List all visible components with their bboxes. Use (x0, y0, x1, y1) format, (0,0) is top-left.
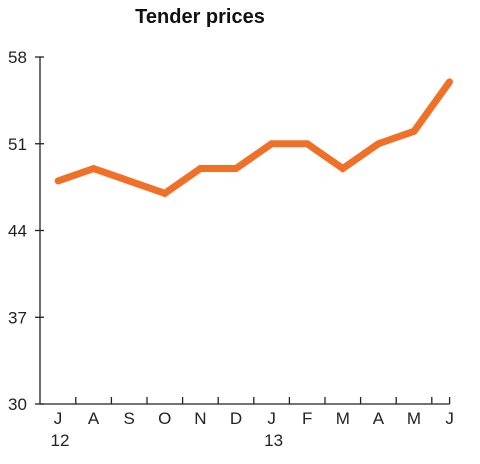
data-point (197, 165, 204, 172)
y-tick-label: 51 (8, 135, 27, 154)
x-tick-label: O (158, 409, 171, 428)
series-line (56, 79, 453, 198)
data-point (410, 127, 418, 135)
series-group (54, 78, 453, 198)
data-point (446, 78, 453, 86)
x-tick-label: M (407, 409, 421, 428)
data-point (375, 140, 382, 148)
data-point (268, 140, 275, 148)
x-tick-label: N (194, 409, 206, 428)
x-axis-ticks: J A S O N D J F M A M J 12 13 (51, 397, 454, 450)
x-tick-label: S (124, 409, 135, 428)
y-tick-label: 30 (8, 395, 27, 414)
y-tick-label: 37 (8, 308, 27, 327)
data-point (303, 140, 311, 148)
x-year-label: 13 (264, 431, 283, 450)
x-year-label: 12 (51, 431, 70, 450)
x-tick-label: J (54, 409, 63, 428)
y-tick-label: 58 (8, 48, 27, 67)
y-axis-ticks: 30 37 44 51 58 (8, 48, 44, 414)
data-point (54, 177, 62, 185)
data-point (125, 177, 133, 185)
data-point (232, 165, 240, 172)
data-point (161, 189, 169, 197)
y-tick-label: 44 (8, 222, 27, 241)
x-tick-label: J (267, 409, 276, 428)
x-tick-label: J (445, 409, 454, 428)
x-tick-label: A (88, 409, 100, 428)
data-point (339, 165, 347, 172)
chart-title: Tender prices (135, 6, 265, 28)
x-tick-label: M (336, 409, 350, 428)
x-tick-label: F (302, 409, 312, 428)
chart-axes (39, 57, 450, 405)
data-point (90, 165, 97, 172)
x-tick-label: D (230, 409, 242, 428)
x-tick-label: A (373, 409, 385, 428)
